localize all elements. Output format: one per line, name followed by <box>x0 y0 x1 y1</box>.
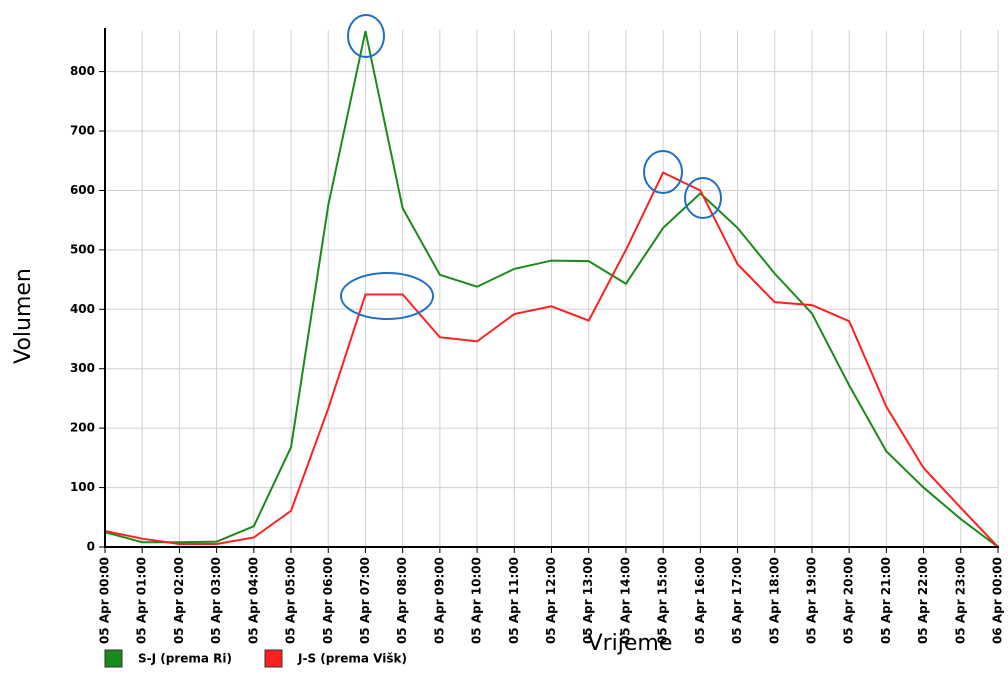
x-axis-label: Vrijeme <box>588 631 673 656</box>
x-tick-label: 05 Apr 11:00 <box>507 557 521 644</box>
y-tick-label: 400 <box>70 302 95 316</box>
series-line <box>104 171 999 548</box>
legend-swatch <box>264 649 283 668</box>
x-tick-label: 06 Apr 00:00 <box>991 557 1005 644</box>
y-tick-label: 600 <box>70 183 95 197</box>
y-tick-label: 800 <box>70 64 95 78</box>
x-tick-label: 05 Apr 03:00 <box>209 557 223 644</box>
x-tick-label: 05 Apr 17:00 <box>730 557 744 644</box>
highlight-circle <box>643 150 683 194</box>
x-tick-label: 05 Apr 04:00 <box>246 557 260 644</box>
x-tick-label: 05 Apr 06:00 <box>321 557 335 644</box>
x-tick-label: 05 Apr 10:00 <box>470 557 484 644</box>
x-tick-label: 05 Apr 21:00 <box>879 557 893 644</box>
y-tick-label: 200 <box>70 421 95 435</box>
x-tick-label: 05 Apr 09:00 <box>432 557 446 644</box>
highlight-circle <box>684 177 722 219</box>
x-tick-label: 05 Apr 13:00 <box>581 557 595 644</box>
x-tick-label: 05 Apr 18:00 <box>767 557 781 644</box>
y-axis-label: Volumen <box>11 268 36 364</box>
x-tick-label: 05 Apr 05:00 <box>284 557 298 644</box>
y-tick-label: 300 <box>70 361 95 375</box>
x-tick-label: 05 Apr 07:00 <box>358 557 372 644</box>
highlight-circle <box>340 272 434 320</box>
x-tick-label: 05 Apr 12:00 <box>544 557 558 644</box>
legend-label: S-J (prema Ri) <box>138 652 232 666</box>
x-tick-label: 05 Apr 19:00 <box>804 557 818 644</box>
x-tick-label: 05 Apr 02:00 <box>172 557 186 644</box>
y-tick-label: 100 <box>70 480 95 494</box>
y-tick-label: 500 <box>70 242 95 256</box>
x-tick-label: 05 Apr 00:00 <box>98 557 112 644</box>
x-tick-label: 05 Apr 22:00 <box>916 557 930 644</box>
x-tick-label: 05 Apr 23:00 <box>953 557 967 644</box>
x-tick-label: 05 Apr 20:00 <box>842 557 856 644</box>
x-tick-label: 05 Apr 08:00 <box>395 557 409 644</box>
highlight-circle <box>347 14 385 58</box>
y-tick-label: 0 <box>87 540 95 554</box>
x-tick-label: 05 Apr 15:00 <box>656 557 670 644</box>
legend-label: J-S (prema Višk) <box>297 652 407 666</box>
x-tick-label: 05 Apr 16:00 <box>693 557 707 644</box>
x-tick-label: 05 Apr 14:00 <box>618 557 632 644</box>
series-line <box>104 30 999 548</box>
legend-swatch <box>104 649 123 668</box>
y-tick-label: 700 <box>70 124 95 138</box>
x-tick-label: 05 Apr 01:00 <box>135 557 149 644</box>
